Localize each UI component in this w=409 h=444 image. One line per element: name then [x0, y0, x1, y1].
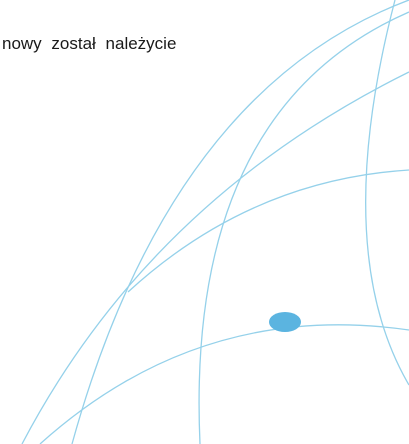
curve: [22, 72, 409, 444]
text-line: nowy został należycie: [2, 34, 176, 54]
decoration: [0, 0, 409, 444]
page: nowy został należycie (() => { const dat…: [0, 0, 409, 444]
curve: [72, 0, 409, 444]
curve: [40, 325, 409, 444]
dot: [269, 312, 301, 332]
